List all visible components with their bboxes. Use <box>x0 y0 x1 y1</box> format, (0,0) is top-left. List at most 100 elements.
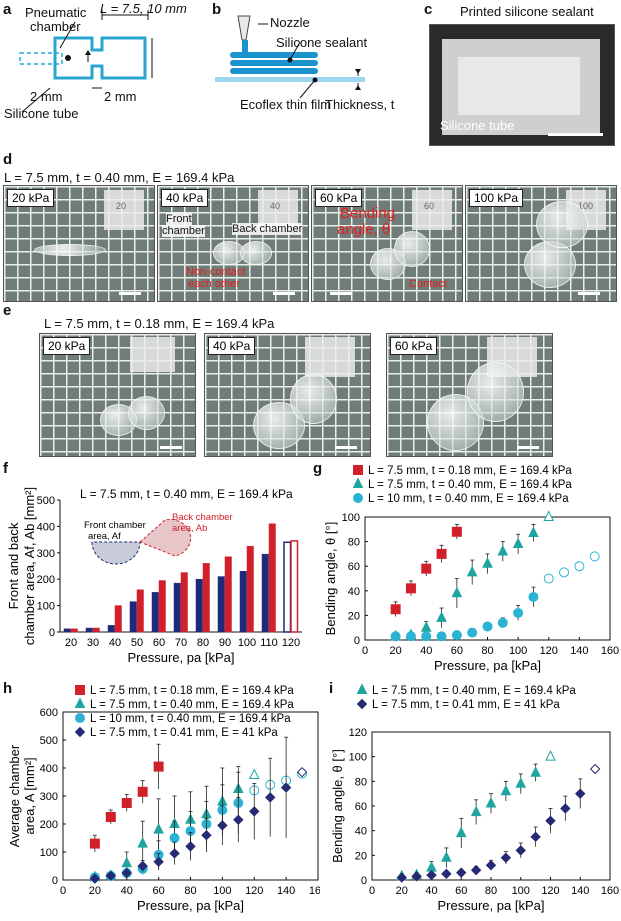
x-tick-label: 80 <box>485 885 497 897</box>
noncontact-label-2: each other <box>188 278 240 290</box>
data-point <box>512 537 524 549</box>
data-point <box>574 561 585 572</box>
chamber-dot <box>65 55 71 61</box>
y-tick-label: 0 <box>49 627 55 639</box>
data-point <box>264 792 276 803</box>
data-point <box>441 851 452 862</box>
data-point <box>421 631 432 642</box>
chart-f-title: L = 7.5 mm, t = 0.40 mm, E = 169.4 kPa <box>80 487 293 501</box>
x-tick-label: 40 <box>420 645 432 657</box>
x-tick-label: 20 <box>396 885 408 897</box>
data-point <box>169 833 180 843</box>
data-point <box>543 573 554 584</box>
y-tick-label: 20 <box>355 850 367 862</box>
legend-marker <box>352 477 364 488</box>
data-point <box>405 583 416 594</box>
paper-note: 100 <box>578 201 594 211</box>
scale-bar <box>335 446 357 449</box>
inset-back-area <box>139 518 192 557</box>
x-tick-label: 60 <box>455 885 467 897</box>
legend-label: L = 7.5 mm, t = 0.18 mm, E = 169.4 kPa <box>90 685 294 697</box>
data-point <box>528 526 539 537</box>
x-tick-label: 60 <box>451 645 463 657</box>
y-tick-label: 400 <box>40 763 58 775</box>
legend-label: L = 7.5 mm, t = 0.41 mm, E = 41 kPa <box>90 727 278 739</box>
chamber-label: chamber <box>30 19 81 34</box>
photo-e-60: 60 kPa <box>386 333 553 457</box>
data-point <box>153 856 164 868</box>
legend-label: L = 7.5 mm, t = 0.18 mm, E = 169.4 kPa <box>368 465 572 477</box>
y-tick-label: 0 <box>361 875 367 887</box>
inset-front-label-2: area, Af <box>88 531 121 542</box>
y-tick-label: 60 <box>348 561 360 573</box>
y-tick-label: 0 <box>354 635 360 647</box>
x-tick-label: 30 <box>87 637 99 649</box>
panel-f-label: f <box>3 460 8 477</box>
paper-note: 20 <box>116 201 127 211</box>
x-axis-label: Pressure, pa [kPa] <box>434 658 541 673</box>
data-point <box>513 607 524 618</box>
x-tick-label: 40 <box>425 885 437 897</box>
data-point <box>451 586 463 598</box>
data-point <box>420 621 432 632</box>
data-point <box>185 841 196 852</box>
scale-bar <box>273 292 295 295</box>
legend-marker <box>75 713 85 723</box>
data-point <box>500 784 512 796</box>
scale-bar <box>330 292 352 295</box>
y-tick-label: 200 <box>37 574 55 586</box>
y-tick-label: 40 <box>355 826 367 838</box>
data-point <box>296 766 308 778</box>
thickness-label: Thickness, t <box>325 97 395 112</box>
bar <box>224 556 232 633</box>
legend-marker <box>353 465 363 475</box>
sealant-label: Silicone sealant <box>276 35 368 50</box>
legend-marker <box>356 683 368 694</box>
bar <box>283 541 292 633</box>
panel-a-schematic <box>19 10 153 113</box>
inset-back-label-2: area, Ab <box>172 523 207 534</box>
pressure-tag: 40 kPa <box>161 189 209 207</box>
data-point <box>426 869 437 881</box>
pressure-tag: 60 kPa <box>315 189 363 207</box>
x-tick-label: 100 <box>238 637 256 649</box>
panel-d-header: L = 7.5 mm, t = 0.40 mm, E = 169.4 kPa <box>4 170 235 185</box>
x-axis-label: Pressure, pa [kPa] <box>128 650 235 665</box>
bar <box>217 576 225 633</box>
legend-label: L = 7.5 mm, t = 0.40 mm, E = 169.4 kPa <box>368 479 572 491</box>
legend-marker <box>353 493 363 503</box>
bar <box>107 625 115 633</box>
data-point <box>153 761 164 772</box>
front-label: Front <box>166 213 192 225</box>
x-tick-label: 20 <box>89 885 101 897</box>
data-point <box>121 856 133 868</box>
data-point <box>248 768 260 779</box>
x-tick-label: 20 <box>65 637 77 649</box>
L-label: L = 7.5, 10 mm <box>100 1 187 16</box>
chart-f: L = 7.5 mm, t = 0.40 mm, E = 169.4 kPa 0 1… <box>6 487 302 665</box>
data-point <box>89 873 101 884</box>
y-tick-label: 20 <box>348 610 360 622</box>
x-tick-label: 70 <box>175 637 187 649</box>
bar <box>202 563 210 633</box>
bar <box>158 580 166 633</box>
dim2-label: 2 mm <box>104 89 137 104</box>
data-point <box>482 621 493 632</box>
bar <box>114 605 122 633</box>
bar <box>92 627 100 633</box>
y-tick-label: 500 <box>40 735 58 747</box>
bar <box>63 628 71 633</box>
panel-a-label: a <box>3 1 12 18</box>
pressure-tag: 20 kPa <box>43 337 91 355</box>
x-tick-label: 20 <box>390 645 402 657</box>
dim1-label: 2 mm <box>30 89 63 104</box>
panel-i-label: i <box>329 680 334 697</box>
photo-e-20: 20 kPa <box>39 333 196 457</box>
data-point <box>482 557 493 568</box>
y-tick-label: 200 <box>40 819 58 831</box>
data-point <box>497 617 508 628</box>
x-tick-label: 50 <box>131 637 143 649</box>
panel-d-label: d <box>3 151 13 168</box>
data-point <box>559 567 570 578</box>
legend-marker <box>75 685 85 695</box>
